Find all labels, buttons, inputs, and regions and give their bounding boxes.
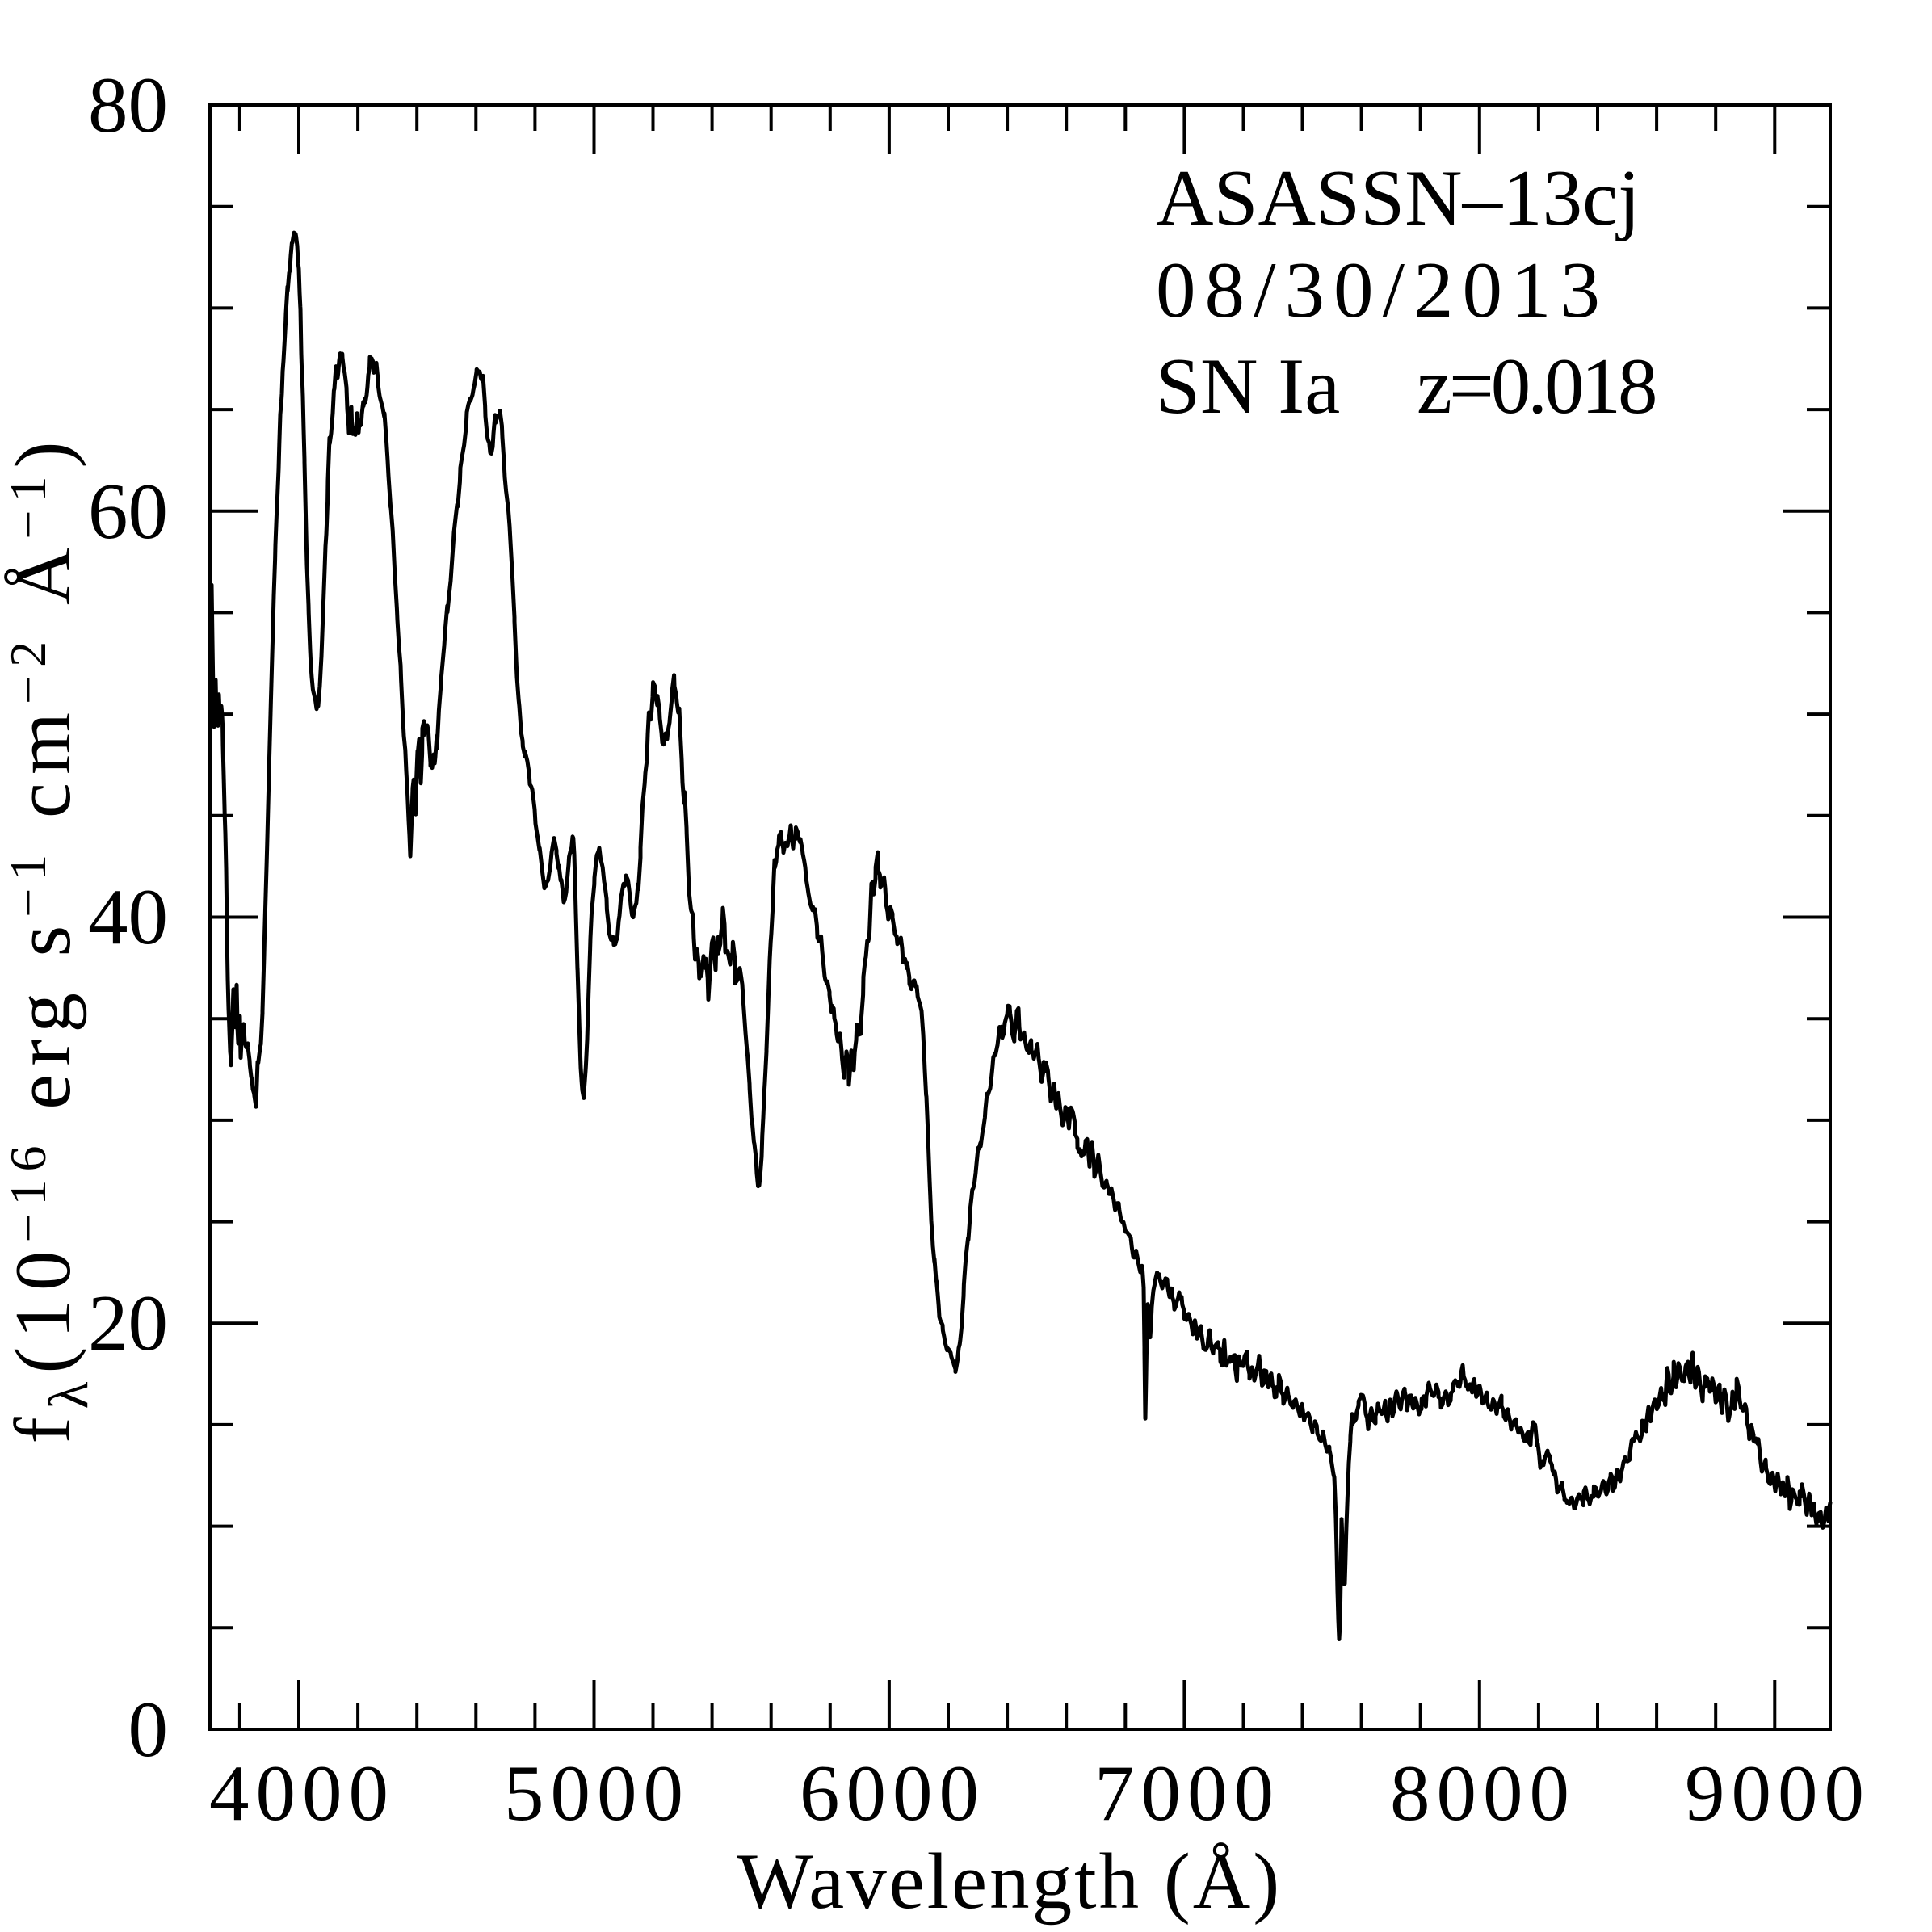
svg-text:7000: 7000 [1094,1749,1280,1838]
svg-text:6000: 6000 [800,1749,985,1838]
svg-text:80: 80 [88,61,168,149]
svg-text:SN Ia: SN Ia [1156,342,1340,430]
svg-text:9000: 9000 [1685,1749,1871,1838]
svg-text:08/30/2013: 08/30/2013 [1156,246,1609,334]
svg-text:ASASSN–13cj: ASASSN–13cj [1156,154,1640,242]
svg-text:z=0.018: z=0.018 [1417,342,1655,430]
svg-text:20: 20 [88,1279,168,1367]
svg-text:8000: 8000 [1390,1749,1576,1838]
svg-text:40: 40 [88,873,168,961]
svg-text:fλ(10−16 erg s−1 cm−2 Å−1): fλ(10−16 erg s−1 cm−2 Å−1) [0,434,100,1444]
svg-text:5000: 5000 [504,1749,690,1838]
svg-text:4000: 4000 [209,1749,395,1838]
svg-text:0: 0 [128,1686,169,1774]
svg-text:Wavelength (Å): Wavelength (Å) [737,1838,1283,1926]
svg-text:60: 60 [88,468,168,556]
